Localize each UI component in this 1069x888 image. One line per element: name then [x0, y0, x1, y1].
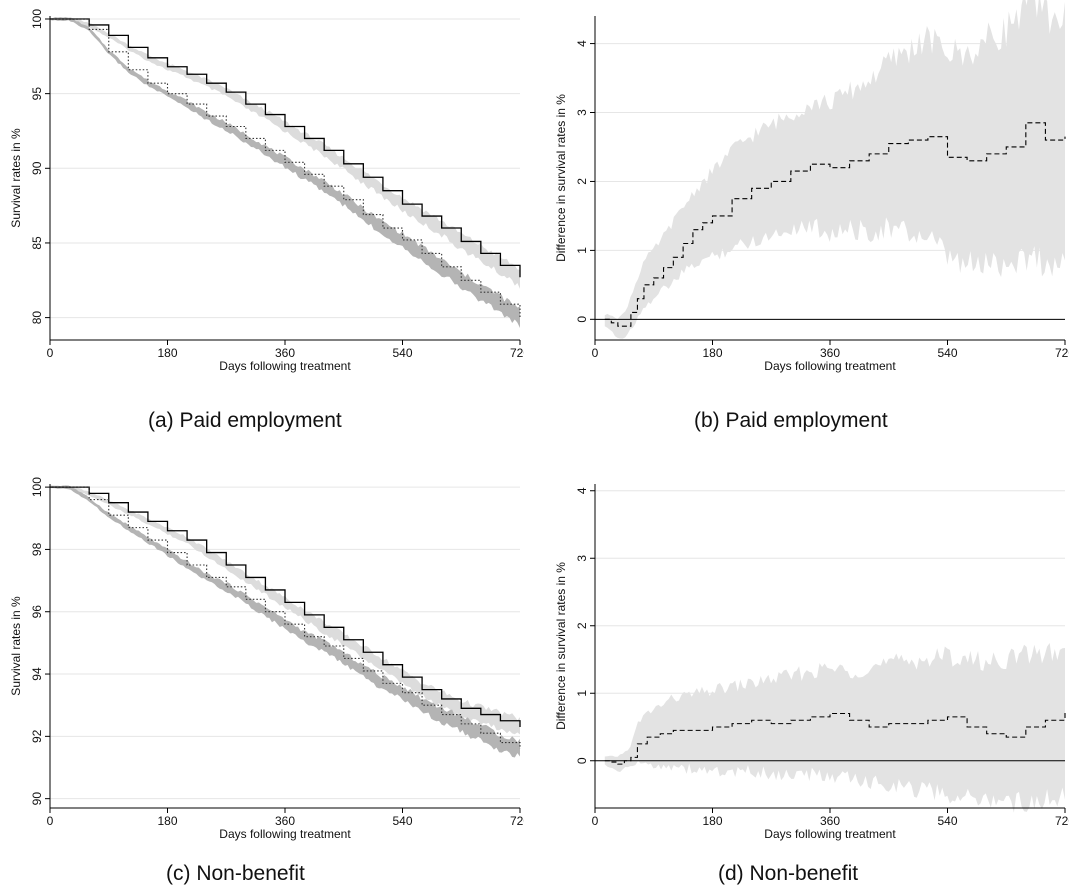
caption-c: (c) Non-benefit — [166, 862, 305, 885]
x-axis-label: Days following treatment — [219, 359, 351, 373]
series-line-2 — [50, 486, 521, 749]
chart-panel-c: 0 180 360 540 720 90 92 94 96 98 100 Days following… — [0, 468, 524, 858]
x-tick-label: 180 — [157, 346, 177, 360]
y-tick-label: 3 — [575, 555, 589, 562]
y-tick-label: 100 — [30, 9, 44, 29]
x-tick-label: 180 — [702, 346, 722, 360]
confidence-band — [50, 17, 520, 328]
x-tick-label: 0 — [47, 346, 54, 360]
y-tick-label: 90 — [30, 161, 44, 175]
y-tick-label: 1 — [575, 247, 589, 254]
x-tick-label: 360 — [275, 814, 295, 828]
caption-a: (a) Paid employment — [148, 409, 342, 432]
series-line-1 — [50, 18, 521, 278]
x-tick-label: 540 — [392, 346, 412, 360]
confidence-band — [604, 0, 1065, 339]
x-tick-label: 360 — [275, 346, 295, 360]
y-tick-label: 2 — [575, 178, 589, 185]
x-axis-label: Days following treatment — [219, 827, 351, 841]
x-tick-label: 360 — [820, 814, 840, 828]
chart-panel-a: 0 180 360 540 720 80 85 90 95 100 Days following t… — [0, 0, 524, 390]
y-tick-label: 80 — [30, 311, 44, 325]
y-axis-label: Survival rates in % — [9, 128, 23, 228]
x-tick-label: 0 — [592, 346, 599, 360]
y-tick-label: 1 — [575, 690, 589, 697]
caption-d: (d) Non-benefit — [718, 862, 859, 885]
x-tick-label: 0 — [47, 814, 54, 828]
y-tick-label: 94 — [30, 667, 44, 681]
x-tick-label: 540 — [937, 346, 957, 360]
y-tick-label: 0 — [575, 757, 589, 764]
y-tick-label: 95 — [30, 87, 44, 101]
y-tick-label: 85 — [30, 236, 44, 250]
chart-panel-d: 0 180 360 540 720 0 1 2 3 4 Days following treatme… — [545, 468, 1069, 858]
chart-a: 0 180 360 540 720 80 85 90 95 100 Days following t… — [9, 9, 524, 373]
y-tick-label: 90 — [30, 792, 44, 806]
y-tick-label: 98 — [30, 542, 44, 556]
x-tick-label: 0 — [592, 814, 599, 828]
chart-b: 0 180 360 540 720 0 1 2 3 4 Days following treatme… — [554, 0, 1069, 373]
x-tick-label: 180 — [702, 814, 722, 828]
x-axis-label: Days following treatment — [764, 359, 896, 373]
chart-c: 0 180 360 540 720 90 92 94 96 98 100 Days following… — [9, 477, 524, 841]
x-tick-label: 720 — [1055, 346, 1069, 360]
confidence-band — [604, 643, 1065, 813]
y-tick-label: 100 — [30, 477, 44, 497]
x-tick-label: 540 — [937, 814, 957, 828]
confidence-band — [50, 485, 520, 758]
y-tick-label: 4 — [575, 40, 589, 47]
y-tick-label: 0 — [575, 316, 589, 323]
y-tick-label: 92 — [30, 729, 44, 743]
x-tick-label: 180 — [157, 814, 177, 828]
y-axis-label: Difference in survival rates in % — [554, 94, 568, 262]
chart-panel-b: 0 180 360 540 720 0 1 2 3 4 Days following treatme… — [545, 0, 1069, 390]
y-tick-label: 96 — [30, 605, 44, 619]
y-axis-label: Difference in survival rates in % — [554, 562, 568, 730]
y-tick-label: 3 — [575, 109, 589, 116]
x-axis-label: Days following treatment — [764, 827, 896, 841]
x-tick-label: 720 — [510, 814, 524, 828]
series-line-1 — [604, 122, 1066, 327]
series-line-1 — [604, 710, 1066, 765]
y-axis-label: Survival rates in % — [9, 596, 23, 696]
x-tick-label: 360 — [820, 346, 840, 360]
y-tick-label: 2 — [575, 622, 589, 629]
chart-d: 0 180 360 540 720 0 1 2 3 4 Days following treatme… — [554, 484, 1069, 841]
x-tick-label: 720 — [1055, 814, 1069, 828]
series-line-1 — [50, 486, 521, 727]
y-tick-label: 4 — [575, 487, 589, 494]
caption-b: (b) Paid employment — [694, 409, 888, 432]
x-tick-label: 540 — [392, 814, 412, 828]
x-tick-label: 720 — [510, 346, 524, 360]
